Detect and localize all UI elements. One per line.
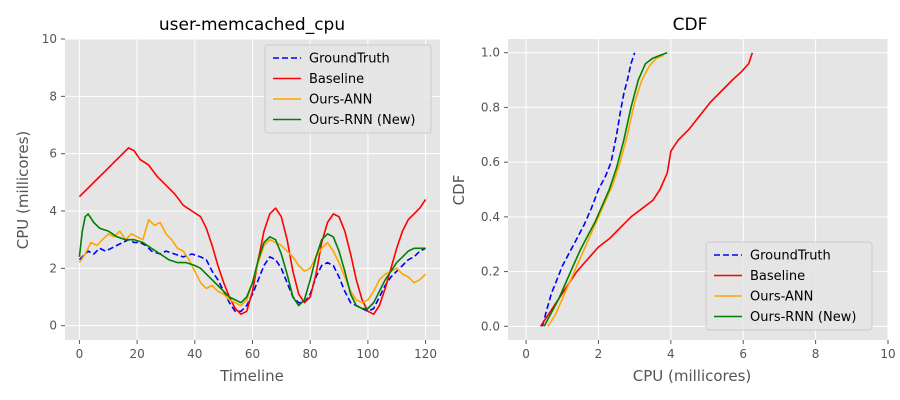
y-tick-label: 0 bbox=[49, 319, 57, 333]
legend-label: GroundTruth bbox=[309, 52, 390, 67]
x-tick-label: 0 bbox=[76, 347, 84, 361]
left-grid bbox=[65, 38, 440, 340]
right-y-ticks: 0.0 0.2 0.4 0.6 0.8 1.0 bbox=[481, 46, 508, 333]
x-tick-label: 20 bbox=[129, 347, 144, 361]
left-series bbox=[78, 147, 427, 316]
left-x-ticks: 0 20 40 60 80 100 120 bbox=[76, 340, 437, 361]
legend-label: Ours-RNN (New) bbox=[750, 310, 856, 325]
legend-label: Baseline bbox=[750, 269, 805, 284]
y-tick-label: 0.8 bbox=[481, 100, 500, 114]
left-chart-title: user-memcached_cpu bbox=[159, 15, 345, 35]
x-tick-label: 2 bbox=[595, 347, 603, 361]
x-tick-label: 40 bbox=[187, 347, 202, 361]
x-tick-label: 10 bbox=[880, 347, 895, 361]
legend-label: Ours-ANN bbox=[309, 93, 372, 108]
y-tick-label: 2 bbox=[49, 261, 57, 275]
legend-label: Baseline bbox=[309, 72, 364, 87]
right-x-ticks: 0 2 4 6 8 10 bbox=[522, 340, 896, 361]
series-line-ours-rnn-new bbox=[543, 51, 668, 327]
y-tick-label: 0.4 bbox=[481, 210, 500, 224]
y-tick-label: 6 bbox=[49, 147, 57, 161]
right-x-axis-label: CPU (millicores) bbox=[633, 367, 752, 385]
series-line-ours-rnn-new bbox=[78, 213, 426, 310]
right-y-axis-label: CDF bbox=[450, 175, 468, 206]
legend-label: GroundTruth bbox=[750, 249, 831, 264]
series-line-ours-ann bbox=[547, 54, 664, 327]
x-tick-label: 6 bbox=[739, 347, 747, 361]
y-tick-label: 10 bbox=[42, 32, 57, 46]
x-tick-label: 120 bbox=[414, 347, 437, 361]
right-series bbox=[539, 51, 754, 327]
right-chart: CDF 0 2 4 6 8 10 0.0 0.2 0.4 0.6 0.8 1.0 CPU (mill… bbox=[450, 15, 896, 385]
legend-box bbox=[264, 44, 432, 134]
legend-label: Ours-RNN (New) bbox=[309, 113, 415, 128]
series-line-baseline bbox=[78, 147, 427, 316]
x-tick-label: 0 bbox=[522, 347, 530, 361]
series-line-groundtruth bbox=[541, 52, 636, 327]
left-chart: user-memcached_cpu 0 20 40 60 80 100 120 0 2 4 6 8… bbox=[14, 15, 440, 385]
y-tick-label: 1.0 bbox=[481, 46, 500, 60]
right-chart-title: CDF bbox=[673, 15, 708, 35]
x-tick-label: 4 bbox=[667, 347, 675, 361]
x-tick-label: 8 bbox=[812, 347, 820, 361]
left-legend: GroundTruth Baseline Ours-ANN Ours-RNN (New… bbox=[264, 44, 432, 134]
x-tick-label: 100 bbox=[356, 347, 379, 361]
y-tick-label: 0.6 bbox=[481, 155, 500, 169]
left-y-ticks: 0 2 4 6 8 10 bbox=[42, 32, 65, 333]
legend-label: Ours-ANN bbox=[750, 290, 813, 305]
x-tick-label: 80 bbox=[303, 347, 318, 361]
y-tick-label: 8 bbox=[49, 89, 57, 103]
y-tick-label: 0.0 bbox=[481, 319, 500, 333]
series-line-groundtruth bbox=[78, 238, 426, 313]
legend-box bbox=[705, 241, 873, 331]
y-tick-label: 0.2 bbox=[481, 265, 500, 279]
left-x-axis-label: Timeline bbox=[219, 367, 284, 385]
left-y-axis-label: CPU (millicores) bbox=[14, 131, 32, 250]
x-tick-label: 60 bbox=[245, 347, 260, 361]
y-tick-label: 4 bbox=[49, 204, 57, 218]
right-legend: GroundTruth Baseline Ours-ANN Ours-RNN (New… bbox=[705, 241, 873, 331]
